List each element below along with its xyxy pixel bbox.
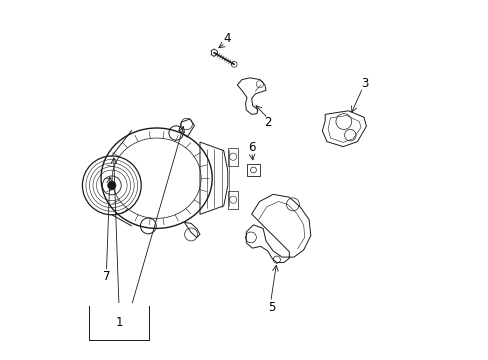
Text: 1: 1 bbox=[115, 316, 122, 329]
Text: 5: 5 bbox=[267, 301, 275, 314]
Circle shape bbox=[107, 181, 116, 189]
Text: 2: 2 bbox=[264, 116, 271, 129]
Text: 6: 6 bbox=[247, 141, 255, 154]
Text: 7: 7 bbox=[102, 270, 110, 283]
Text: 3: 3 bbox=[360, 77, 367, 90]
Text: 4: 4 bbox=[223, 32, 230, 45]
